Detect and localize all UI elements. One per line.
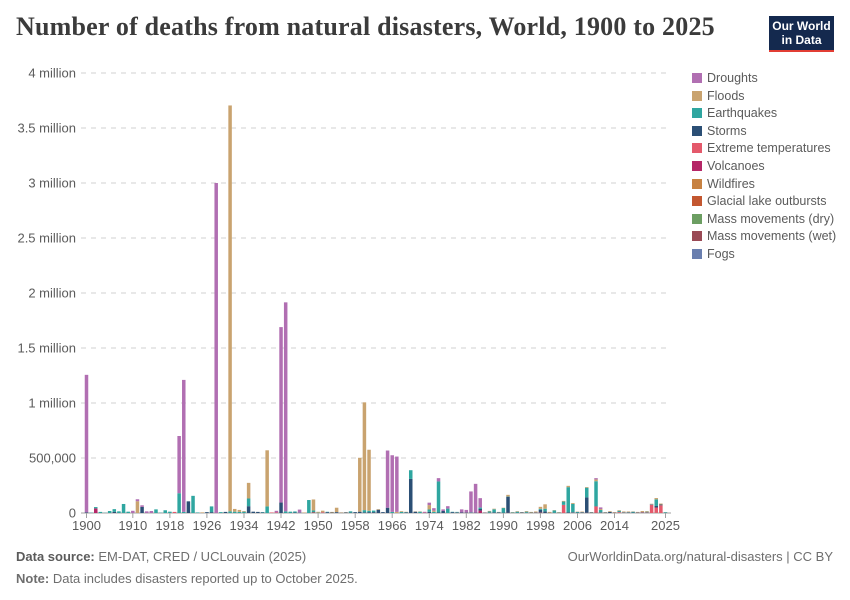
svg-text:1910: 1910 [118,518,147,533]
svg-text:1982: 1982 [452,518,481,533]
svg-text:3.5 million: 3.5 million [17,121,76,136]
svg-text:1966: 1966 [378,518,407,533]
svg-text:1942: 1942 [267,518,296,533]
svg-text:1998: 1998 [526,518,555,533]
svg-text:2025: 2025 [651,518,680,533]
svg-text:1958: 1958 [341,518,370,533]
svg-text:1974: 1974 [415,518,444,533]
svg-text:3 million: 3 million [28,176,76,191]
svg-text:1.5 million: 1.5 million [17,341,76,356]
svg-text:500,000: 500,000 [29,451,76,466]
svg-text:1900: 1900 [72,518,101,533]
svg-text:2 million: 2 million [28,286,76,301]
svg-text:0: 0 [69,506,76,521]
svg-text:1950: 1950 [304,518,333,533]
svg-text:1918: 1918 [155,518,184,533]
svg-text:1926: 1926 [192,518,221,533]
svg-text:2014: 2014 [600,518,629,533]
svg-text:2006: 2006 [563,518,592,533]
svg-text:2.5 million: 2.5 million [17,231,76,246]
svg-text:1990: 1990 [489,518,518,533]
svg-text:1 million: 1 million [28,396,76,411]
svg-text:4 million: 4 million [28,66,76,81]
svg-text:1934: 1934 [230,518,259,533]
